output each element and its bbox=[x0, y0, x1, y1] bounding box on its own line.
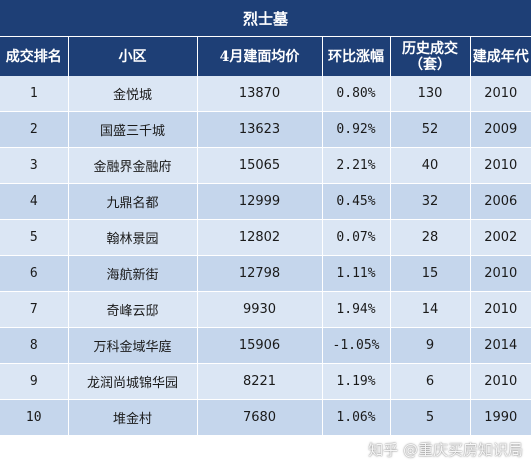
table-row: 7 奇峰云邸 9930 1.94% 14 2010 bbox=[0, 291, 531, 328]
cell-change: 1.11% bbox=[322, 255, 391, 292]
cell-rank: 7 bbox=[0, 291, 69, 328]
table-body: 1 金悦城 13870 0.80% 130 2010 2 国盛三千城 13623 0.92% 52 2… bbox=[0, 76, 531, 436]
cell-year: 2010 bbox=[470, 76, 531, 112]
cell-change: 0.45% bbox=[322, 183, 391, 220]
cell-change: 0.92% bbox=[322, 111, 391, 148]
table-row: 2 国盛三千城 13623 0.92% 52 2009 bbox=[0, 111, 531, 148]
cell-change: 1.06% bbox=[322, 399, 391, 436]
cell-year: 2010 bbox=[470, 291, 531, 328]
table-row: 1 金悦城 13870 0.80% 130 2010 bbox=[0, 76, 531, 112]
cell-rank: 3 bbox=[0, 147, 69, 184]
cell-community: 九鼎名都 bbox=[68, 183, 198, 220]
cell-change: 0.07% bbox=[322, 219, 391, 256]
table-title: 烈士墓 bbox=[0, 0, 531, 37]
cell-deals: 130 bbox=[390, 76, 471, 112]
header-change: 环比涨幅 bbox=[322, 36, 391, 76]
table-title-row: 烈士墓 bbox=[0, 0, 531, 37]
table-row: 4 九鼎名都 12999 0.45% 32 2006 bbox=[0, 183, 531, 220]
table-row: 3 金融界金融府 15065 2.21% 40 2010 bbox=[0, 147, 531, 184]
cell-rank: 1 bbox=[0, 76, 69, 112]
cell-price: 12802 bbox=[197, 219, 323, 256]
cell-rank: 5 bbox=[0, 219, 69, 256]
cell-deals: 14 bbox=[390, 291, 471, 328]
cell-community: 金融界金融府 bbox=[68, 147, 198, 184]
cell-deals: 40 bbox=[390, 147, 471, 184]
cell-year: 2014 bbox=[470, 327, 531, 364]
cell-year: 2002 bbox=[470, 219, 531, 256]
cell-price: 15906 bbox=[197, 327, 323, 364]
cell-rank: 9 bbox=[0, 363, 69, 400]
cell-price: 8221 bbox=[197, 363, 323, 400]
cell-price: 7680 bbox=[197, 399, 323, 436]
cell-change: 1.19% bbox=[322, 363, 391, 400]
header-deals-text: 历史成交 （套） bbox=[402, 40, 458, 73]
cell-change: 1.94% bbox=[322, 291, 391, 328]
cell-deals: 52 bbox=[390, 111, 471, 148]
cell-community: 金悦城 bbox=[68, 76, 198, 112]
cell-year: 2010 bbox=[470, 147, 531, 184]
cell-year: 2006 bbox=[470, 183, 531, 220]
cell-year: 2010 bbox=[470, 363, 531, 400]
cell-community: 海航新街 bbox=[68, 255, 198, 292]
cell-change: 0.80% bbox=[322, 76, 391, 112]
cell-deals: 32 bbox=[390, 183, 471, 220]
table-row: 10 堆金村 7680 1.06% 5 1990 bbox=[0, 399, 531, 436]
cell-community: 翰林景园 bbox=[68, 219, 198, 256]
cell-community: 堆金村 bbox=[68, 399, 198, 436]
cell-price: 15065 bbox=[197, 147, 323, 184]
cell-community: 万科金域华庭 bbox=[68, 327, 198, 364]
cell-deals: 28 bbox=[390, 219, 471, 256]
cell-rank: 4 bbox=[0, 183, 69, 220]
cell-change: -1.05% bbox=[322, 327, 391, 364]
cell-rank: 8 bbox=[0, 327, 69, 364]
cell-year: 2009 bbox=[470, 111, 531, 148]
cell-year: 1990 bbox=[470, 399, 531, 436]
cell-deals: 15 bbox=[390, 255, 471, 292]
ranking-table: 烈士墓 成交排名 小区 4月建面均价 环比涨幅 历史成交 （套） 建成年代 1 金悦… bbox=[0, 0, 531, 436]
header-price: 4月建面均价 bbox=[197, 36, 323, 76]
cell-community: 龙润尚城锦华园 bbox=[68, 363, 198, 400]
cell-deals: 5 bbox=[390, 399, 471, 436]
header-community: 小区 bbox=[68, 36, 198, 76]
header-row: 成交排名 小区 4月建面均价 环比涨幅 历史成交 （套） 建成年代 bbox=[0, 36, 531, 76]
cell-deals: 9 bbox=[390, 327, 471, 364]
cell-change: 2.21% bbox=[322, 147, 391, 184]
table-row: 6 海航新街 12798 1.11% 15 2010 bbox=[0, 255, 531, 292]
cell-price: 9930 bbox=[197, 291, 323, 328]
header-deals: 历史成交 （套） bbox=[390, 36, 471, 76]
table-row: 9 龙润尚城锦华园 8221 1.19% 6 2010 bbox=[0, 363, 531, 400]
header-year: 建成年代 bbox=[470, 36, 531, 76]
cell-community: 奇峰云邸 bbox=[68, 291, 198, 328]
cell-rank: 10 bbox=[0, 399, 69, 436]
cell-year: 2010 bbox=[470, 255, 531, 292]
cell-rank: 2 bbox=[0, 111, 69, 148]
cell-community: 国盛三千城 bbox=[68, 111, 198, 148]
table-row: 5 翰林景园 12802 0.07% 28 2002 bbox=[0, 219, 531, 256]
cell-price: 12999 bbox=[197, 183, 323, 220]
cell-price: 12798 bbox=[197, 255, 323, 292]
cell-rank: 6 bbox=[0, 255, 69, 292]
cell-price: 13870 bbox=[197, 76, 323, 112]
cell-deals: 6 bbox=[390, 363, 471, 400]
header-rank: 成交排名 bbox=[0, 36, 69, 76]
table-row: 8 万科金域华庭 15906 -1.05% 9 2014 bbox=[0, 327, 531, 364]
cell-price: 13623 bbox=[197, 111, 323, 148]
